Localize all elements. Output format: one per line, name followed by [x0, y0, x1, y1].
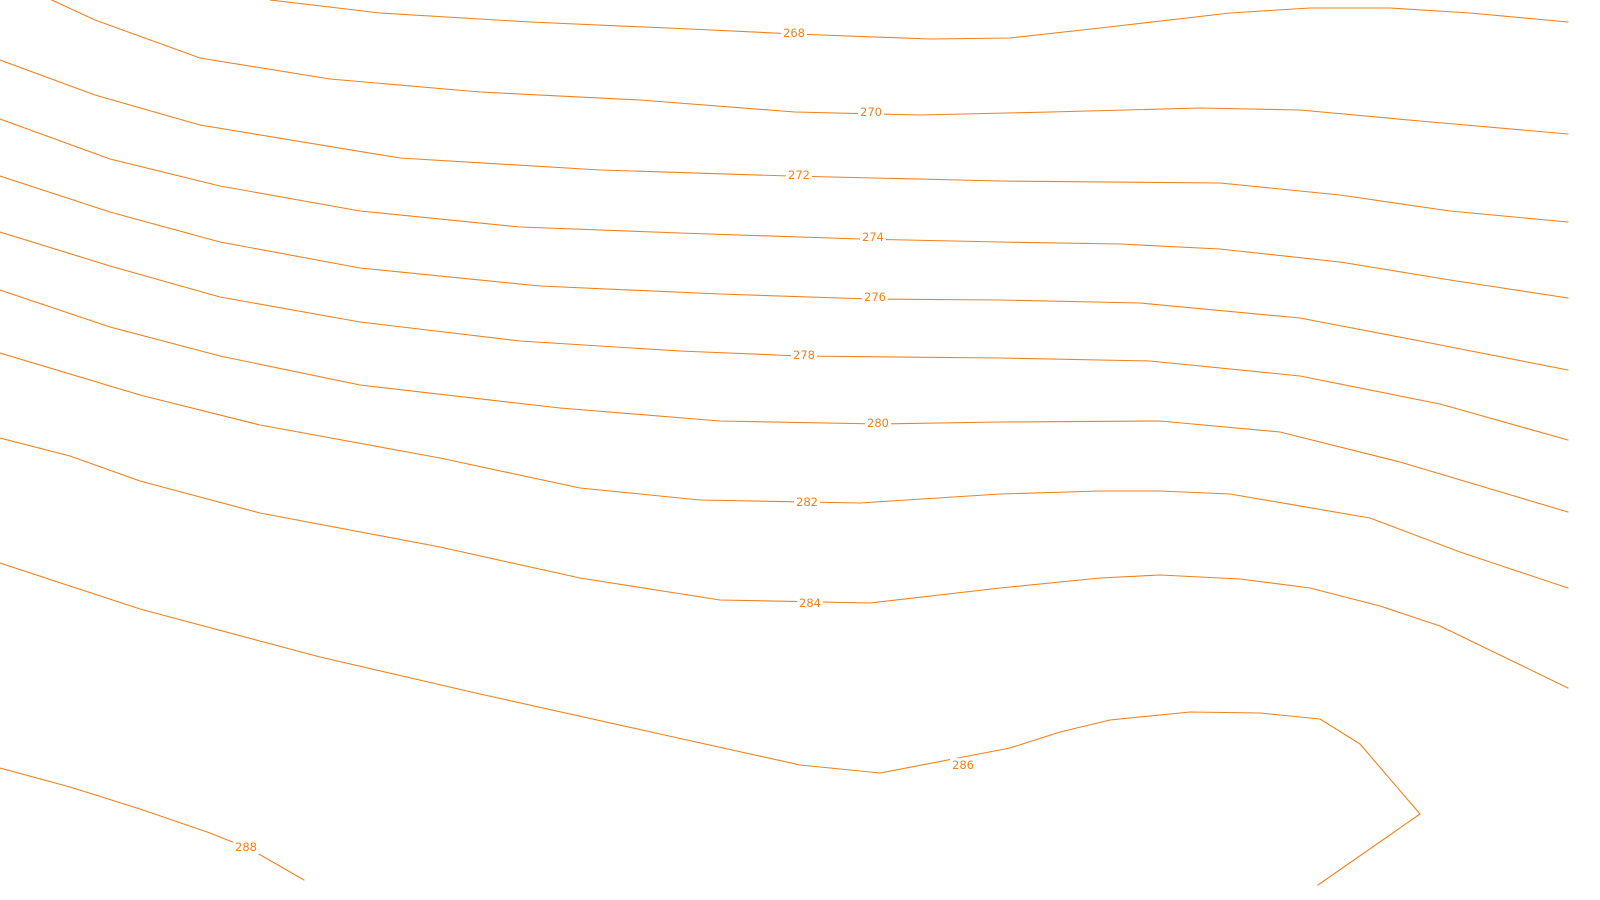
- contour-label: 282: [796, 495, 818, 509]
- contour-label: 280: [867, 416, 889, 430]
- contour-line-282: [0, 437, 1569, 689]
- contour-label: 278: [793, 348, 815, 362]
- contour-286: [0, 767, 305, 881]
- contour-line-284: [0, 562, 1421, 886]
- contour-line-268: [50, 0, 1569, 135]
- contour-labels: 268 270 272 274 276 278 280 282 284 286 …: [233, 26, 976, 854]
- contour-line-274: [0, 175, 1569, 371]
- contour-line-276: [0, 231, 1569, 441]
- contour-line-278: [0, 289, 1569, 513]
- contour-label: 286: [952, 758, 974, 772]
- contour-282: [0, 437, 1569, 689]
- contour-label: 284: [799, 596, 821, 610]
- contour-label: 276: [864, 290, 886, 304]
- contour-label: 272: [788, 168, 810, 182]
- contour-label: 268: [783, 26, 805, 40]
- contour-label: 270: [860, 105, 882, 119]
- contour-268: [50, 0, 1569, 135]
- contour-line-286: [0, 767, 305, 881]
- contour-284: [0, 562, 1421, 886]
- contour-label: 274: [862, 230, 884, 244]
- contour-274: [0, 175, 1569, 371]
- contour-278: [0, 289, 1569, 513]
- contour-label: 288: [235, 840, 257, 854]
- contour-line-288: [269, 0, 1569, 40]
- contour-line-280: [0, 352, 1569, 589]
- contour-276: [0, 231, 1569, 441]
- contour-288: [269, 0, 1569, 40]
- contour-280: [0, 352, 1569, 589]
